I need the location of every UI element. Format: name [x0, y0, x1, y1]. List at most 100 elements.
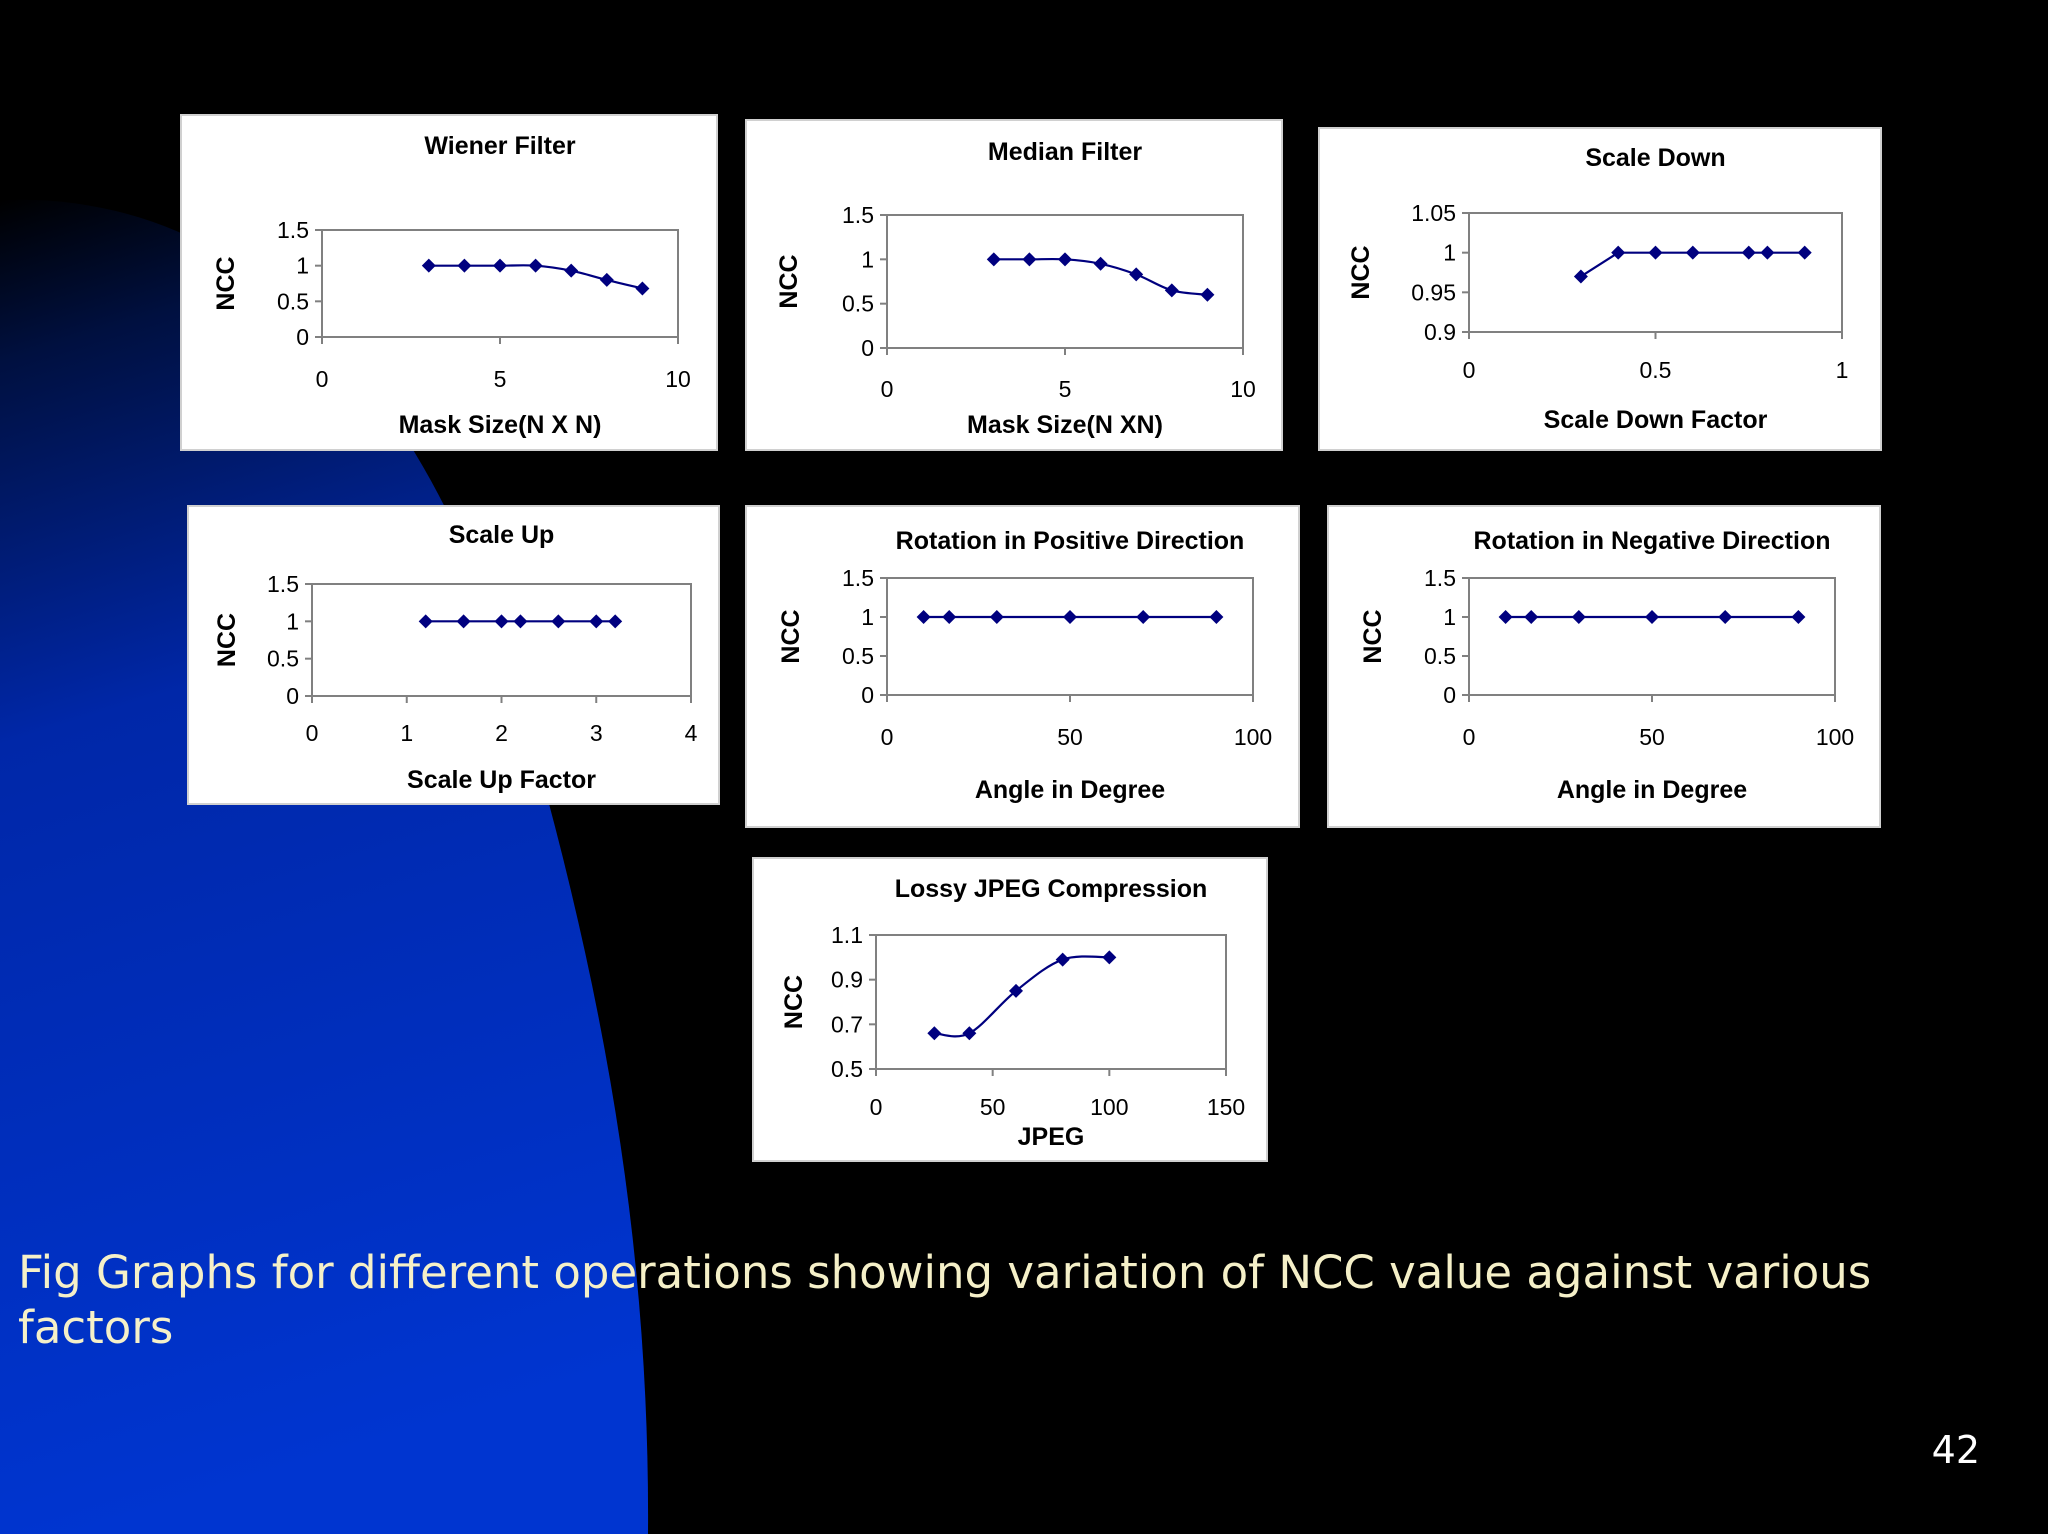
x-tick-label: 10: [665, 366, 691, 392]
data-point: [1573, 269, 1588, 284]
y-axis-label: NCC: [1347, 245, 1375, 299]
chart-median-filter: Median Filter 0 0.5 1 1.5 0 5 10 Mask Size(N XN)…: [775, 138, 1256, 439]
y-tick-label: 1: [861, 246, 874, 272]
y-tick-label: 1.5: [842, 202, 874, 228]
plot-area: [311, 583, 692, 697]
data-point: [942, 610, 957, 624]
x-tick-label: 1: [1836, 357, 1849, 383]
data-point: [421, 258, 436, 273]
x-tick-label: 5: [494, 366, 507, 392]
x-axis-label: Angle in Degree: [975, 776, 1165, 804]
data-point: [551, 614, 566, 629]
y-tick-label: 0: [296, 324, 309, 350]
chart-title: Lossy JPEG Compression: [895, 875, 1208, 903]
y-tick-label: 0: [861, 335, 874, 361]
x-tick-label: 0: [870, 1094, 883, 1120]
data-point: [1093, 256, 1108, 271]
y-tick-label: 0.9: [831, 967, 863, 993]
data-point: [1741, 245, 1756, 260]
chart-title: Rotation in Positive Direction: [896, 527, 1245, 555]
x-axis-label: Mask Size(N XN): [967, 411, 1163, 439]
data-point: [418, 614, 433, 629]
data-point: [1645, 610, 1659, 624]
data-point: [1760, 245, 1775, 260]
data-point: [1009, 983, 1023, 998]
data-point: [1164, 283, 1179, 298]
data-point: [1136, 610, 1151, 624]
data-point: [599, 272, 614, 287]
y-tick-label: 1: [1443, 604, 1456, 630]
data-point: [493, 258, 507, 273]
page-number: 42: [1931, 1428, 1980, 1472]
plot-area: [875, 934, 1227, 1070]
chart-title: Median Filter: [988, 138, 1142, 166]
data-point: [916, 610, 931, 624]
data-point: [1611, 245, 1626, 260]
x-tick-label: 2: [495, 720, 508, 746]
chart-title: Scale Down: [1585, 144, 1725, 172]
data-point: [608, 614, 623, 629]
x-tick-label: 0: [306, 720, 319, 746]
chart-wiener-filter: Wiener Filter 0 0.5 1 1.5 0 5 10 Mask Size(N X N…: [212, 132, 691, 439]
x-tick-label: 100: [1234, 724, 1272, 750]
data-point: [927, 1026, 942, 1041]
data-point: [635, 281, 650, 296]
chart-panel-scale-down: Scale Down 0.9 0.95 1 1.05 0 0.5 1 Scale Down Fa…: [1318, 127, 1882, 451]
chart-scale-up: Scale Up 0 0.5 1 1.5 0 1 2 3 4 Scale Up Factor NCC: [213, 521, 698, 794]
x-tick-label: 0: [316, 366, 329, 392]
data-point: [457, 258, 472, 273]
data-point: [1571, 610, 1586, 624]
chart-panel-jpeg-compression: Lossy JPEG Compression 0.5 0.7 0.9 1.1 0 50 100…: [752, 857, 1268, 1162]
y-tick-label: 0.9: [1424, 319, 1456, 345]
data-point: [1648, 245, 1663, 260]
chart-panel-wiener-filter: Wiener Filter 0 0.5 1 1.5 0 5 10 Mask Size(N X N…: [180, 114, 718, 451]
x-tick-label: 100: [1090, 1094, 1128, 1120]
x-tick-label: 50: [980, 1094, 1006, 1120]
y-tick-label: 1: [286, 608, 299, 634]
x-tick-label: 10: [1230, 376, 1256, 402]
y-axis-label: NCC: [780, 975, 808, 1029]
chart-title: Scale Up: [449, 521, 555, 549]
y-tick-label: 1: [296, 253, 309, 279]
chart-title: Wiener Filter: [424, 132, 575, 160]
y-tick-label: 0.5: [842, 643, 874, 669]
x-tick-label: 1: [400, 720, 413, 746]
chart-rotation-positive: Rotation in Positive Direction 0 0.5 1 1.5 0 5…: [777, 527, 1272, 804]
data-point: [962, 1026, 977, 1041]
y-tick-label: 1.5: [842, 565, 874, 591]
chart-panel-rotation-negative: Rotation in Negative Direction 0 0.5 1 1.5 0 5…: [1327, 505, 1881, 828]
data-point: [1055, 952, 1070, 967]
y-tick-label: 1: [1443, 240, 1456, 266]
data-point: [1063, 610, 1077, 624]
series-line: [934, 955, 1110, 1038]
x-tick-label: 0: [881, 724, 894, 750]
y-tick-label: 0.5: [267, 646, 299, 672]
data-point: [1797, 245, 1812, 260]
x-axis-label: Angle in Degree: [1557, 776, 1747, 804]
chart-panel-rotation-positive: Rotation in Positive Direction 0 0.5 1 1.5 0 5…: [745, 505, 1300, 828]
data-point: [1524, 610, 1539, 624]
data-point: [1498, 610, 1513, 624]
data-point: [1102, 950, 1117, 965]
x-tick-label: 150: [1207, 1094, 1245, 1120]
x-tick-label: 3: [590, 720, 603, 746]
y-axis-label: NCC: [213, 613, 241, 667]
data-point: [989, 610, 1004, 624]
data-point: [564, 263, 579, 278]
y-tick-label: 1.5: [277, 217, 309, 243]
y-axis-label: NCC: [1359, 609, 1387, 663]
y-axis-label: NCC: [212, 256, 240, 310]
chart-rotation-negative: Rotation in Negative Direction 0 0.5 1 1.5 0 5…: [1359, 527, 1854, 804]
plot-area: [886, 577, 1254, 696]
x-tick-label: 50: [1639, 724, 1665, 750]
figure-caption: Fig Graphs for different operations show…: [18, 1246, 1872, 1354]
chart-lossy-jpeg-compression: Lossy JPEG Compression 0.5 0.7 0.9 1.1 0 50 100…: [780, 875, 1245, 1151]
data-point: [494, 614, 509, 629]
x-axis-label: Scale Up Factor: [407, 766, 596, 794]
data-point: [1129, 267, 1144, 282]
plot-area: [886, 214, 1244, 349]
x-tick-label: 100: [1816, 724, 1854, 750]
y-axis-label: NCC: [777, 609, 805, 663]
y-tick-label: 0: [286, 683, 299, 709]
